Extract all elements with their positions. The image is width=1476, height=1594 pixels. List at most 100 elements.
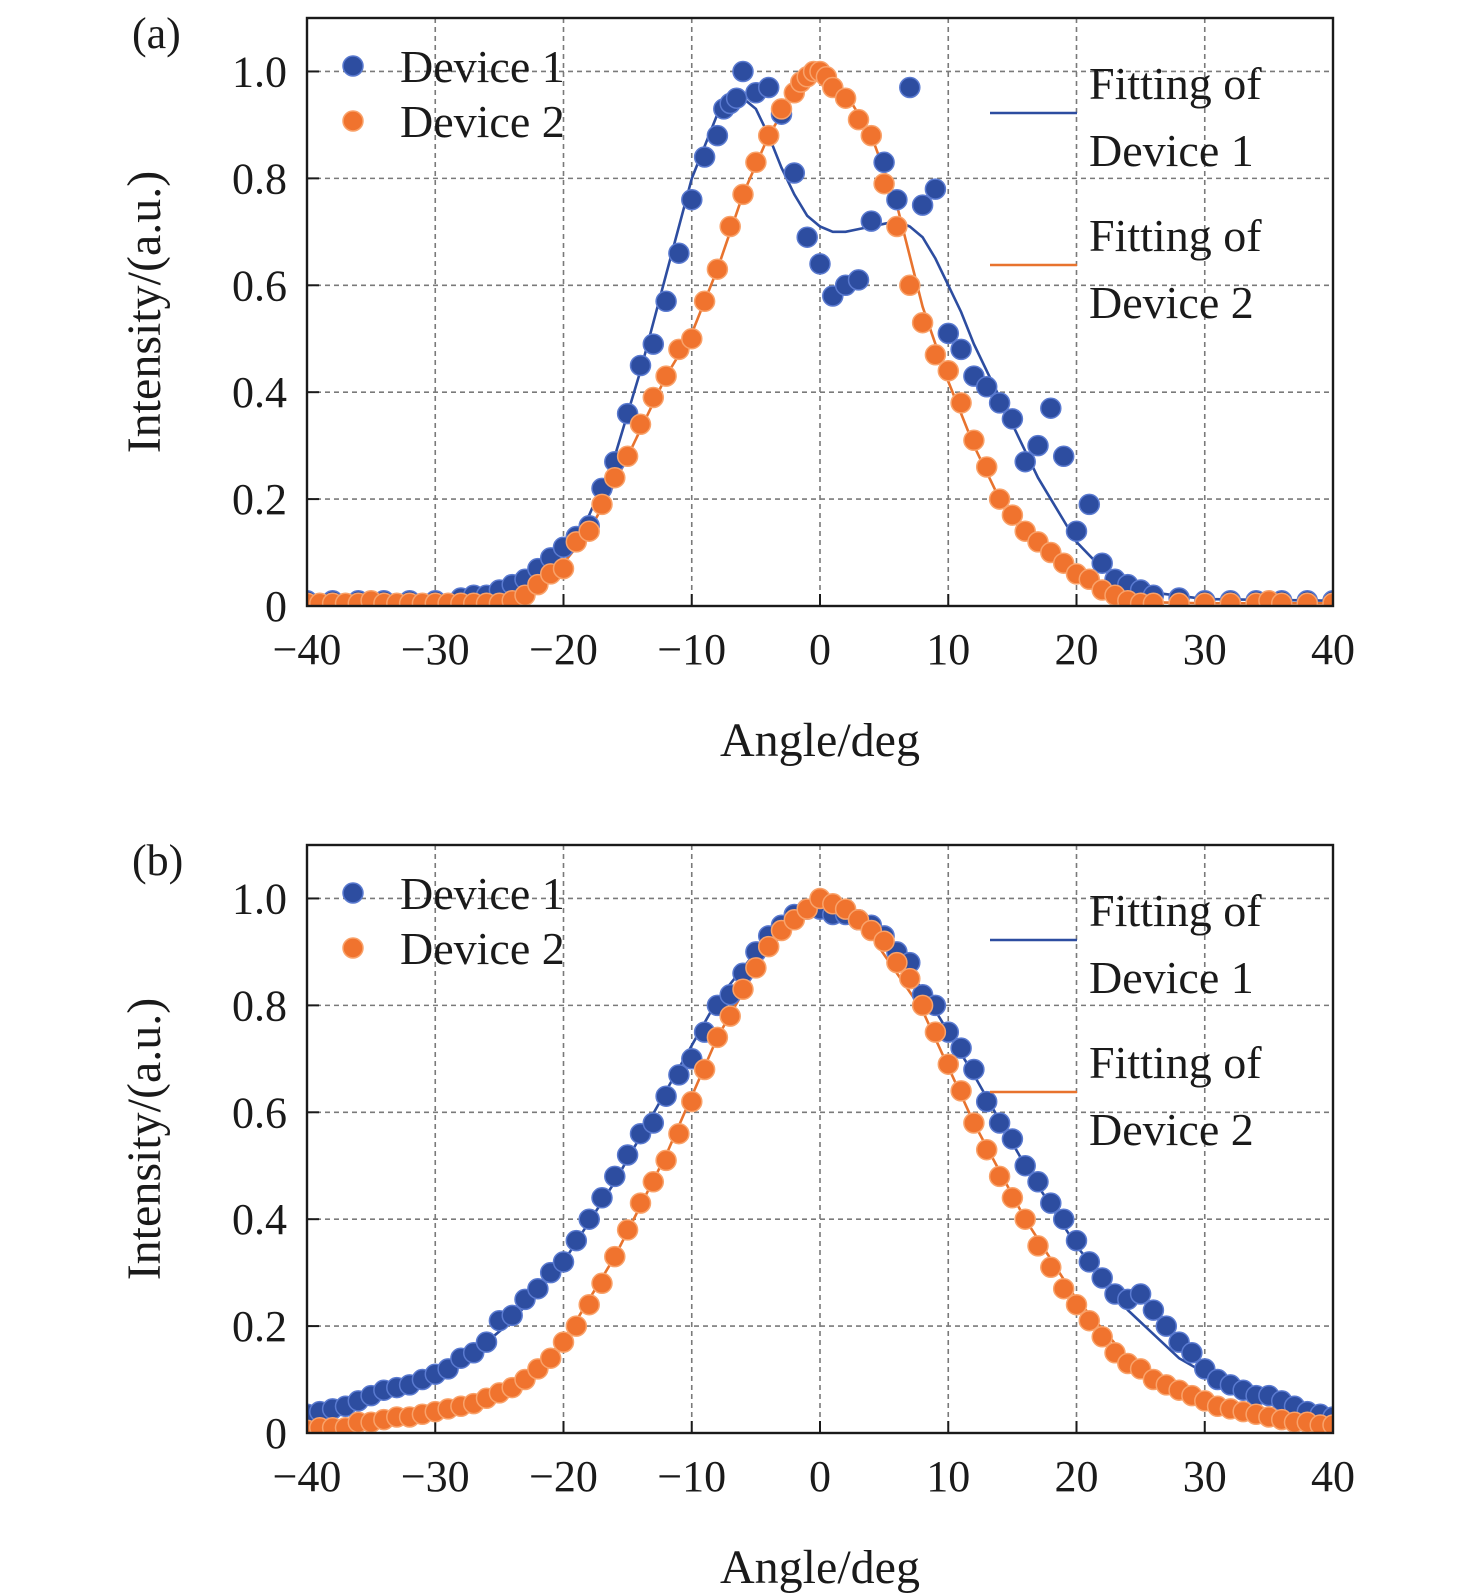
data-point (1014, 450, 1036, 473)
data-point (757, 935, 780, 958)
data-point (847, 269, 870, 291)
fit-line (307, 96, 1333, 602)
data-point (950, 1037, 972, 1059)
y-axis-title: Intensity/(a.u.) (118, 998, 171, 1281)
data-point (668, 242, 690, 264)
data-point (924, 344, 947, 366)
data-point (1078, 1251, 1101, 1273)
data-point (732, 978, 754, 1001)
legend-label: Device 1 (1089, 125, 1254, 176)
data-point (655, 365, 677, 387)
data-point (591, 493, 613, 516)
data-point (924, 178, 947, 200)
data-point (552, 1331, 575, 1353)
legend-label: Device 2 (400, 923, 565, 974)
data-point (1001, 504, 1024, 526)
data-point (1065, 1229, 1088, 1252)
data-point (642, 1171, 665, 1193)
data-point (963, 1058, 985, 1081)
data-point (1001, 1187, 1024, 1209)
data-point (937, 360, 960, 382)
legend-label: Fitting of (1089, 58, 1262, 109)
data-point (1270, 592, 1293, 606)
data-point (809, 253, 831, 275)
data-point (693, 146, 716, 168)
data-point (1194, 592, 1216, 606)
x-tick-label: 40 (1311, 625, 1355, 674)
x-tick-label: 30 (1183, 625, 1227, 674)
data-point (937, 1053, 960, 1075)
legend-label: Fitting of (1089, 210, 1262, 261)
y-axis-title: Intensity/(a.u.) (118, 171, 171, 454)
legend-label: Fitting of (1089, 1037, 1262, 1088)
data-point (988, 392, 1011, 414)
data-point (1078, 1309, 1101, 1332)
data-point (860, 210, 883, 232)
data-point (950, 338, 972, 361)
data-point (950, 1080, 972, 1102)
data-point (1155, 1315, 1178, 1337)
panel-label: (a) (132, 9, 181, 58)
y-tick-label: 0.8 (232, 154, 287, 203)
data-point (796, 226, 818, 248)
x-tick-label: 20 (1055, 625, 1099, 674)
data-point (1129, 1283, 1152, 1305)
data-point (1014, 1154, 1036, 1177)
data-point (834, 87, 857, 109)
x-tick-label: −10 (657, 625, 726, 674)
data-point (725, 87, 748, 109)
panel-b: −40 −30 −20 −10 0 10 20 30 40 0 0.2 0.4 0.6 0.8 1.0 Ang… (118, 836, 1355, 1594)
x-tick-label: −30 (401, 1452, 470, 1501)
data-point (1027, 434, 1049, 457)
panel-label: (b) (132, 836, 183, 885)
y-tick-label: 0.6 (232, 261, 287, 310)
data-point (911, 194, 934, 216)
data-point (719, 1005, 741, 1027)
data-point (501, 1304, 523, 1327)
legend-marker (342, 110, 364, 132)
data-point (706, 1026, 729, 1049)
data-point (578, 1208, 600, 1230)
data-point (886, 188, 908, 211)
legend-label: Device 2 (1089, 1104, 1254, 1155)
plot-area (307, 60, 1333, 606)
data-point (591, 1187, 613, 1209)
data-point (1181, 1342, 1203, 1364)
x-axis-title: Angle/deg (720, 714, 920, 767)
data-point (950, 392, 972, 414)
data-point (565, 1315, 588, 1337)
data-point (1322, 592, 1333, 606)
data-point (706, 258, 729, 280)
x-axis-title: Angle/deg (720, 1541, 920, 1594)
y-tick-label: 0.4 (232, 1195, 287, 1244)
data-point (642, 386, 665, 409)
y-tick-label: 0.6 (232, 1088, 287, 1137)
data-point (963, 1112, 985, 1134)
data-point (873, 930, 895, 952)
data-point (629, 354, 652, 377)
data-point (1001, 408, 1024, 430)
data-point (616, 1144, 639, 1166)
x-tick-label: 0 (809, 625, 831, 674)
data-point (757, 76, 780, 99)
legend-label: Device 2 (1089, 277, 1254, 328)
x-tick-label: −30 (401, 625, 470, 674)
y-tick-label: 0.2 (232, 1302, 287, 1351)
data-point (988, 1165, 1011, 1188)
data-point (1078, 493, 1101, 516)
data-point (1065, 520, 1088, 542)
data-point (591, 1272, 613, 1295)
data-point (1001, 1128, 1024, 1150)
data-point (732, 183, 754, 206)
x-tick-label: −20 (529, 1452, 598, 1501)
data-point (706, 124, 729, 147)
data-point (642, 333, 665, 355)
data-point (1052, 445, 1075, 468)
data-point (681, 188, 703, 211)
data-point (988, 488, 1011, 510)
data-point (655, 1149, 677, 1172)
plot-frame (305, 843, 1335, 1435)
plot-frame (305, 16, 1335, 608)
data-point (616, 1219, 639, 1241)
